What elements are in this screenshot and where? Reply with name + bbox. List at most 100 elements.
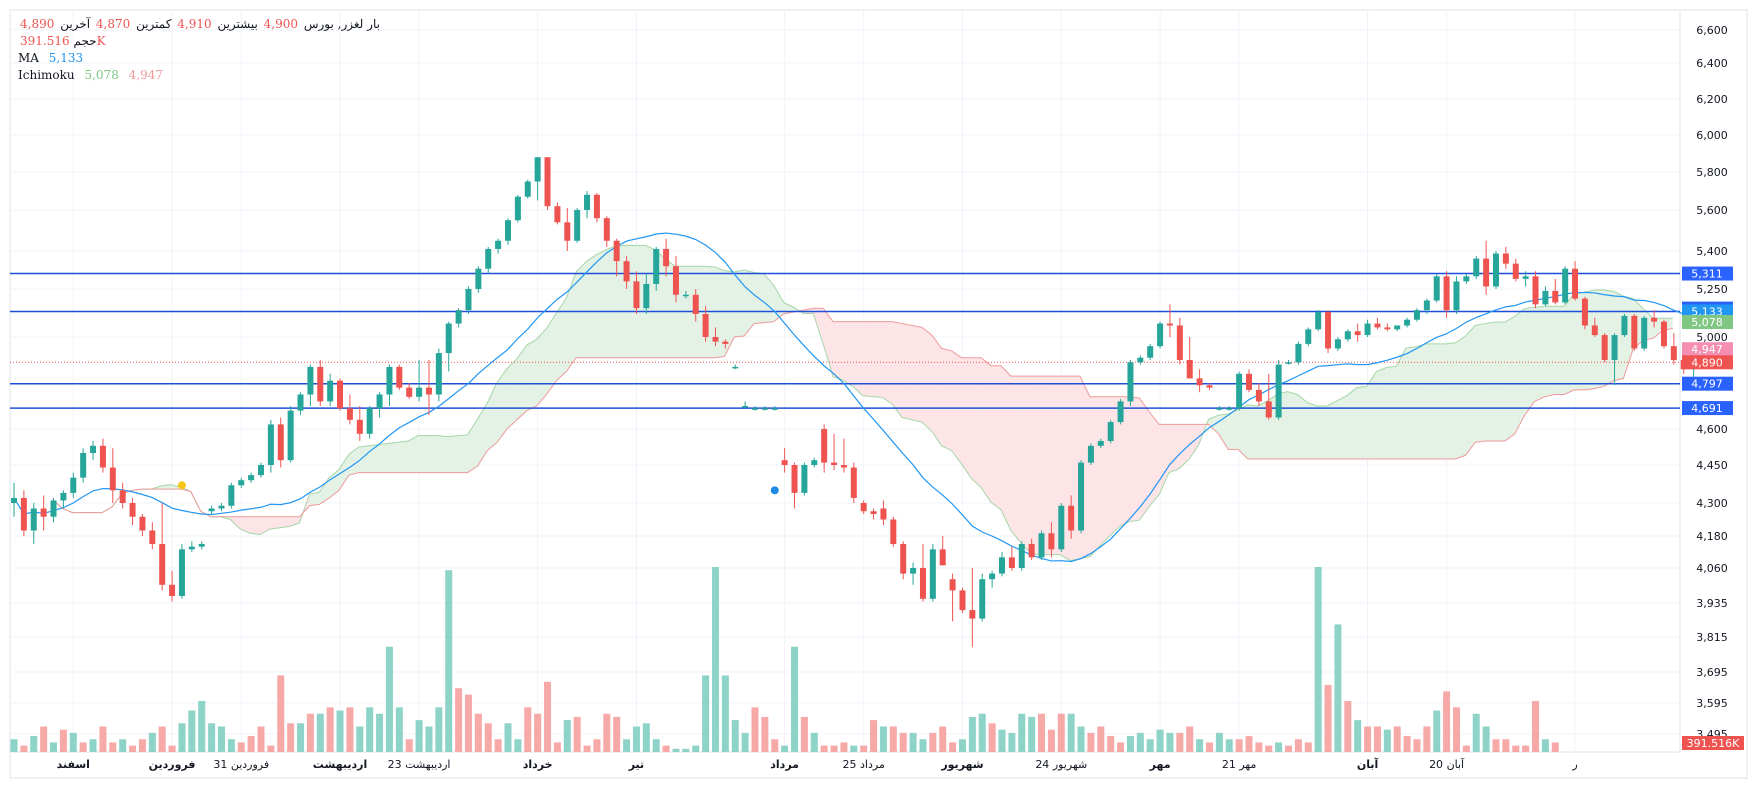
candle[interactable] bbox=[1295, 341, 1302, 365]
candle[interactable] bbox=[1147, 343, 1154, 360]
candle[interactable] bbox=[979, 573, 986, 622]
candle[interactable] bbox=[633, 271, 640, 314]
candle[interactable] bbox=[1078, 460, 1085, 534]
candle[interactable] bbox=[1483, 240, 1490, 295]
candle[interactable] bbox=[1532, 271, 1539, 309]
candle[interactable] bbox=[228, 482, 235, 509]
candle[interactable] bbox=[752, 406, 758, 411]
candle[interactable] bbox=[870, 508, 877, 520]
candle[interactable] bbox=[1512, 258, 1519, 282]
candle[interactable] bbox=[1058, 503, 1065, 552]
candle[interactable] bbox=[1631, 313, 1638, 351]
candle[interactable] bbox=[692, 289, 699, 322]
event-marker[interactable] bbox=[177, 481, 186, 490]
candle[interactable] bbox=[771, 406, 778, 411]
candle[interactable] bbox=[890, 516, 897, 547]
candle[interactable] bbox=[999, 552, 1005, 577]
candle[interactable] bbox=[524, 179, 531, 199]
candle[interactable] bbox=[623, 256, 630, 289]
candle[interactable] bbox=[1641, 315, 1648, 351]
candle[interactable] bbox=[1354, 323, 1361, 342]
candle[interactable] bbox=[416, 360, 423, 402]
candle[interactable] bbox=[1325, 310, 1332, 354]
candle[interactable] bbox=[544, 157, 551, 210]
candle[interactable] bbox=[455, 308, 462, 328]
candle[interactable] bbox=[1216, 406, 1223, 411]
candle[interactable] bbox=[1374, 317, 1381, 330]
candle[interactable] bbox=[267, 419, 274, 473]
candle[interactable] bbox=[475, 266, 482, 293]
candle[interactable] bbox=[1404, 317, 1411, 328]
candle[interactable] bbox=[1186, 337, 1193, 379]
candle[interactable] bbox=[900, 541, 907, 580]
candle[interactable] bbox=[702, 306, 709, 342]
candle[interactable] bbox=[1107, 419, 1114, 444]
candle[interactable] bbox=[70, 472, 77, 498]
candle[interactable] bbox=[1502, 246, 1509, 269]
candle[interactable] bbox=[435, 348, 442, 402]
candle[interactable] bbox=[712, 327, 719, 347]
candle[interactable] bbox=[514, 194, 521, 223]
candle[interactable] bbox=[129, 497, 136, 525]
candle[interactable] bbox=[1196, 369, 1203, 393]
candle[interactable] bbox=[1433, 273, 1440, 303]
candle[interactable] bbox=[781, 448, 788, 473]
candle[interactable] bbox=[1166, 304, 1173, 337]
candle[interactable] bbox=[505, 218, 511, 245]
candle[interactable] bbox=[880, 500, 887, 525]
candle[interactable] bbox=[1028, 538, 1035, 560]
candle[interactable] bbox=[850, 462, 857, 503]
candle[interactable] bbox=[1344, 329, 1351, 342]
candle[interactable] bbox=[584, 191, 591, 219]
candle[interactable] bbox=[929, 544, 936, 602]
candle[interactable] bbox=[1552, 278, 1559, 305]
candle[interactable] bbox=[919, 544, 926, 602]
candle[interactable] bbox=[1255, 383, 1262, 406]
candle[interactable] bbox=[1087, 443, 1094, 465]
candle[interactable] bbox=[1562, 266, 1569, 305]
candle[interactable] bbox=[1453, 276, 1460, 314]
candle[interactable] bbox=[801, 462, 808, 496]
candle[interactable] bbox=[406, 383, 413, 400]
candle[interactable] bbox=[317, 360, 324, 406]
candle[interactable] bbox=[672, 256, 679, 303]
candle[interactable] bbox=[50, 497, 57, 523]
candle[interactable] bbox=[188, 541, 195, 552]
candle[interactable] bbox=[1670, 333, 1677, 365]
candle[interactable] bbox=[277, 417, 284, 468]
candle[interactable] bbox=[1008, 546, 1015, 571]
candle[interactable] bbox=[1285, 360, 1292, 365]
candle[interactable] bbox=[554, 202, 561, 225]
candle[interactable] bbox=[30, 503, 37, 544]
candle[interactable] bbox=[327, 373, 334, 406]
candle[interactable] bbox=[238, 477, 245, 488]
candle[interactable] bbox=[376, 392, 383, 418]
candle[interactable] bbox=[1572, 261, 1579, 301]
candle[interactable] bbox=[307, 364, 314, 406]
candle[interactable] bbox=[1275, 360, 1282, 420]
candle[interactable] bbox=[949, 573, 956, 622]
candle[interactable] bbox=[1315, 310, 1322, 332]
candle[interactable] bbox=[337, 378, 344, 411]
event-marker[interactable] bbox=[770, 486, 779, 495]
candle[interactable] bbox=[1522, 271, 1529, 287]
candle[interactable] bbox=[258, 462, 264, 478]
candle[interactable] bbox=[425, 360, 432, 416]
candle[interactable] bbox=[1651, 310, 1658, 328]
candle[interactable] bbox=[90, 441, 97, 461]
candle[interactable] bbox=[1463, 273, 1470, 284]
candle[interactable] bbox=[485, 246, 492, 274]
candle[interactable] bbox=[791, 462, 798, 509]
candle[interactable] bbox=[1443, 271, 1450, 318]
candle[interactable] bbox=[465, 286, 472, 314]
candle[interactable] bbox=[742, 401, 749, 409]
candle[interactable] bbox=[1493, 251, 1499, 289]
candle[interactable] bbox=[139, 514, 146, 536]
candle[interactable] bbox=[564, 208, 571, 251]
candle[interactable] bbox=[20, 490, 27, 536]
candle[interactable] bbox=[989, 570, 996, 588]
candle[interactable] bbox=[80, 448, 87, 483]
candle[interactable] bbox=[1413, 308, 1420, 322]
candle[interactable] bbox=[495, 238, 502, 254]
candle[interactable] bbox=[1176, 317, 1183, 365]
